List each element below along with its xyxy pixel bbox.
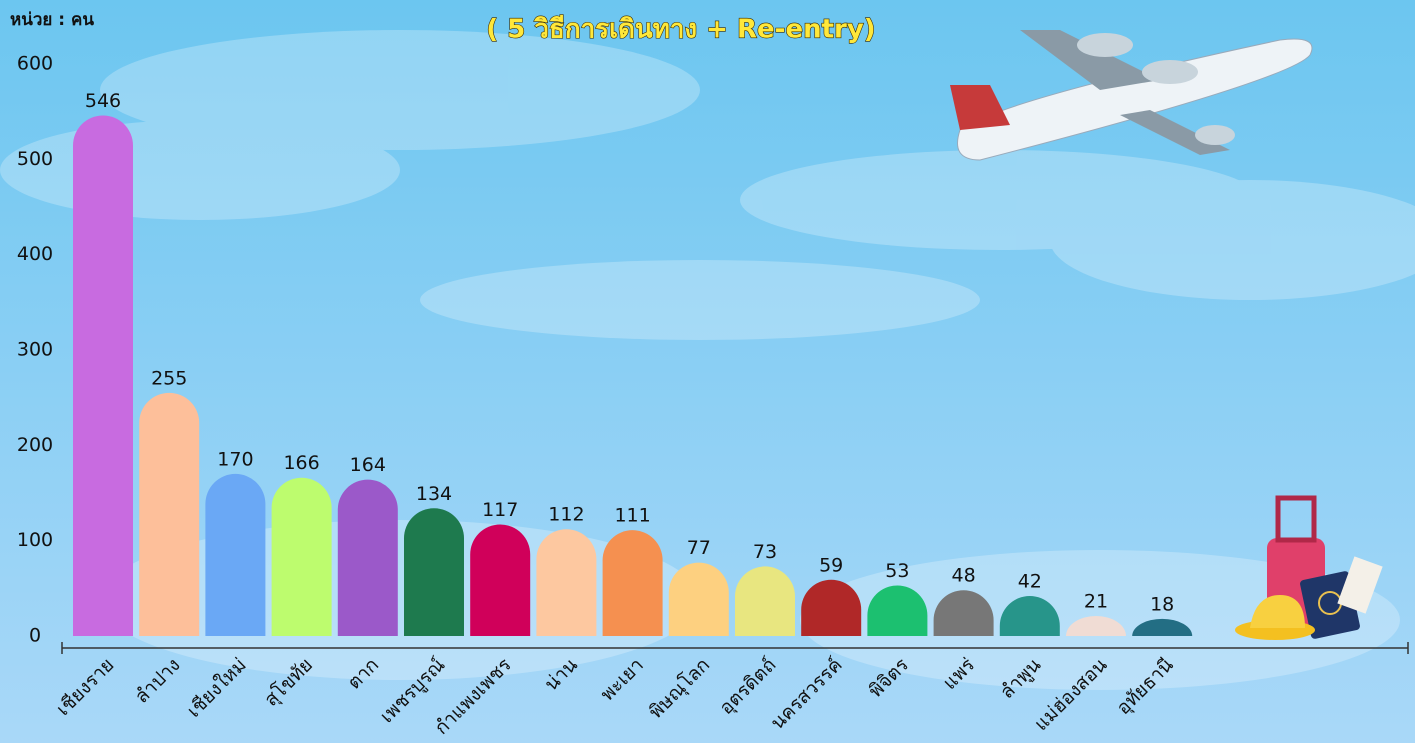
value-label: 18 [1150,593,1174,615]
y-tick-label: 500 [17,148,53,170]
value-label: 166 [283,452,319,474]
chart: ( 5 วิธีการเดินทาง + Re-entry) หน่วย : ค… [0,0,1415,743]
y-tick-label: 200 [17,434,53,456]
value-label: 164 [350,454,386,476]
y-tick-label: 600 [17,53,53,75]
y-tick-label: 400 [17,243,53,265]
value-label: 117 [482,499,518,521]
value-label: 77 [687,537,711,559]
value-label: 42 [1018,570,1042,592]
y-axis-label: หน่วย : คน [10,10,94,30]
y-tick-label: 100 [17,529,53,551]
value-label: 21 [1084,590,1108,612]
bar [603,530,663,636]
y-tick-label: 0 [29,625,41,647]
bar [139,393,199,636]
bar [338,480,398,636]
value-label: 112 [548,504,584,526]
bar [73,115,133,636]
value-label: 59 [819,554,843,576]
y-tick-label: 300 [17,339,53,361]
bar [272,478,332,636]
value-label: 255 [151,367,187,389]
value-label: 73 [753,541,777,563]
value-label: 546 [85,90,121,112]
bar [470,524,530,636]
bar [536,529,596,636]
value-label: 170 [217,448,253,470]
bar [669,563,729,636]
value-label: 48 [952,565,976,587]
value-label: 111 [614,505,650,527]
bar [404,508,464,636]
value-label: 134 [416,483,452,505]
bar [205,474,265,636]
value-label: 53 [885,560,909,582]
chart-subtitle: ( 5 วิธีการเดินทาง + Re-entry) [486,15,875,45]
bar [735,566,795,636]
